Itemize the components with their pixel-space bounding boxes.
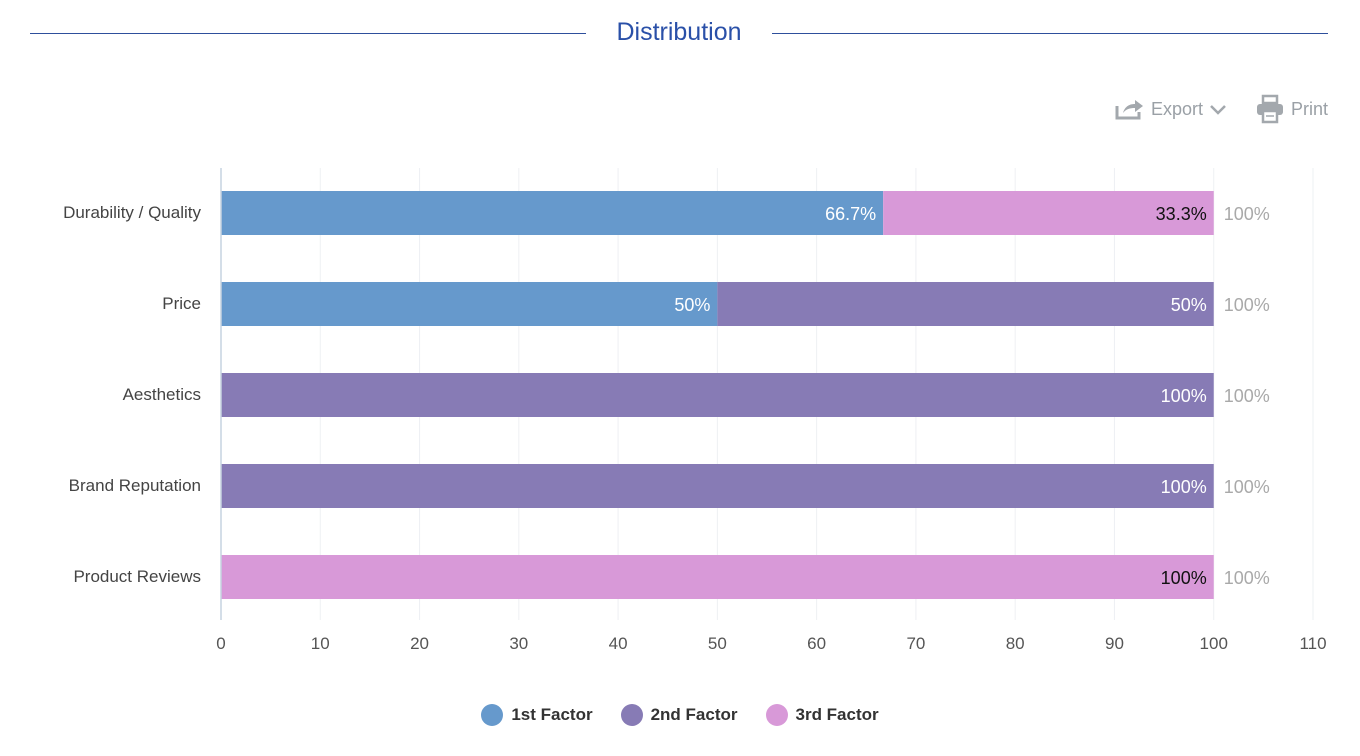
data-label-1-3: 100% — [1161, 477, 1207, 497]
legend-item-1[interactable]: 1st Factor — [481, 704, 593, 726]
chart-toolbar: Export Print — [1115, 92, 1328, 126]
data-label-0-1: 50% — [674, 295, 710, 315]
legend-label: 1st Factor — [511, 705, 593, 724]
total-label-1: 100% — [1224, 295, 1270, 315]
x-tick-label-50: 50 — [708, 634, 727, 653]
category-label-2: Aesthetics — [123, 385, 201, 404]
bar-2nd-factor-2 — [221, 373, 1214, 417]
x-tick-label-70: 70 — [906, 634, 925, 653]
legend-swatch — [481, 704, 504, 726]
legend-label: 2nd Factor — [650, 705, 738, 724]
category-label-4: Product Reviews — [73, 567, 201, 586]
bar-chart: 66.7% 33.3% 100% Durability / Quality 50% 50%… — [63, 168, 1327, 653]
x-tick-label-0: 0 — [216, 634, 225, 653]
print-button[interactable]: Print — [1255, 94, 1328, 124]
category-label-1: Price — [162, 294, 201, 313]
data-label-2-4: 100% — [1161, 568, 1207, 588]
share-icon — [1115, 98, 1145, 120]
category-label-3: Brand Reputation — [69, 476, 201, 495]
bar-2nd-factor-1 — [717, 282, 1214, 326]
legend-swatch — [620, 704, 643, 726]
legend-swatch — [765, 704, 788, 726]
total-label-3: 100% — [1224, 477, 1270, 497]
chevron-down-icon — [1209, 103, 1227, 115]
bar-1st-factor-1 — [221, 282, 718, 326]
x-tick-label-80: 80 — [1006, 634, 1025, 653]
export-label: Export — [1150, 98, 1203, 119]
export-button[interactable]: Export — [1115, 98, 1227, 120]
data-label-2-0: 33.3% — [1156, 204, 1207, 224]
data-label-1-1: 50% — [1171, 295, 1207, 315]
bar-2nd-factor-3 — [221, 464, 1214, 508]
x-tick-label-30: 30 — [509, 634, 528, 653]
bar-1st-factor-0 — [221, 191, 884, 235]
legend: 1st Factor 2nd Factor 3rd Factor — [0, 704, 1360, 726]
data-label-0-0: 66.7% — [825, 204, 876, 224]
printer-icon — [1255, 94, 1285, 124]
chart-title: Distribution — [616, 18, 742, 46]
title-row: Distribution — [30, 14, 1328, 54]
x-tick-label-100: 100 — [1200, 634, 1228, 653]
title-rule-left — [30, 33, 586, 34]
legend-label: 3rd Factor — [795, 705, 879, 724]
x-tick-label-90: 90 — [1105, 634, 1124, 653]
legend-item-3[interactable]: 3rd Factor — [765, 704, 879, 726]
x-tick-label-10: 10 — [311, 634, 330, 653]
data-label-1-2: 100% — [1161, 386, 1207, 406]
title-rule-right — [772, 33, 1328, 34]
total-label-4: 100% — [1224, 568, 1270, 588]
total-label-0: 100% — [1224, 204, 1270, 224]
legend-item-2[interactable]: 2nd Factor — [620, 704, 738, 726]
bar-3rd-factor-4 — [221, 555, 1214, 599]
x-tick-label-60: 60 — [807, 634, 826, 653]
print-label: Print — [1290, 98, 1328, 119]
x-tick-label-110: 110 — [1299, 634, 1326, 653]
category-label-0: Durability / Quality — [63, 203, 201, 222]
x-tick-label-20: 20 — [410, 634, 429, 653]
x-tick-label-40: 40 — [609, 634, 628, 653]
bar-3rd-factor-0 — [883, 191, 1214, 235]
total-label-2: 100% — [1224, 386, 1270, 406]
